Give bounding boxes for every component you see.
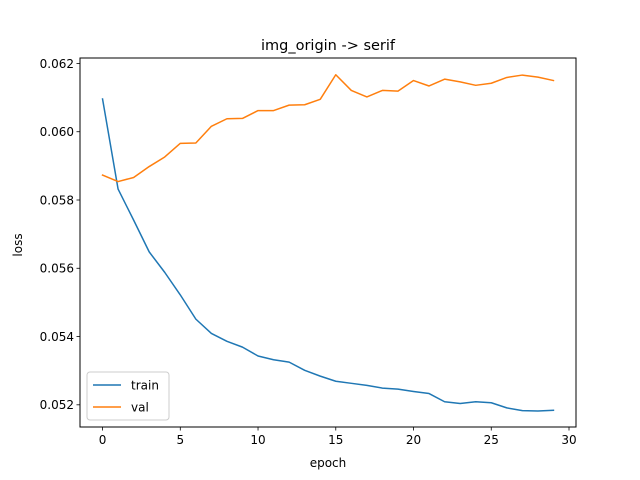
legend: train val xyxy=(86,371,170,421)
series-line-val xyxy=(101,73,555,183)
x-tick-label: 15 xyxy=(328,433,343,447)
legend-box xyxy=(86,371,170,421)
plot-frame xyxy=(79,57,577,428)
y-axis-label: loss xyxy=(11,233,25,256)
x-tick-label: 30 xyxy=(561,433,576,447)
x-tick-label: 5 xyxy=(176,433,184,447)
y-tick-label: 0.058 xyxy=(40,193,74,207)
y-tick-label: 0.054 xyxy=(40,330,74,344)
x-tick-label: 10 xyxy=(250,433,265,447)
x-tick-label: 0 xyxy=(99,433,107,447)
x-tick-label: 20 xyxy=(406,433,421,447)
series-line-train xyxy=(101,98,555,412)
legend-label-val: val xyxy=(131,401,149,415)
y-tick-label: 0.056 xyxy=(40,262,74,276)
y-tick-label: 0.052 xyxy=(40,398,74,412)
legend-label-train: train xyxy=(131,379,159,393)
y-tick-label: 0.062 xyxy=(40,57,74,71)
x-axis-label: epoch xyxy=(310,456,347,470)
x-tick-label: 25 xyxy=(484,433,499,447)
chart-title: img_origin -> serif xyxy=(261,38,396,54)
y-tick-label: 0.060 xyxy=(40,125,74,139)
